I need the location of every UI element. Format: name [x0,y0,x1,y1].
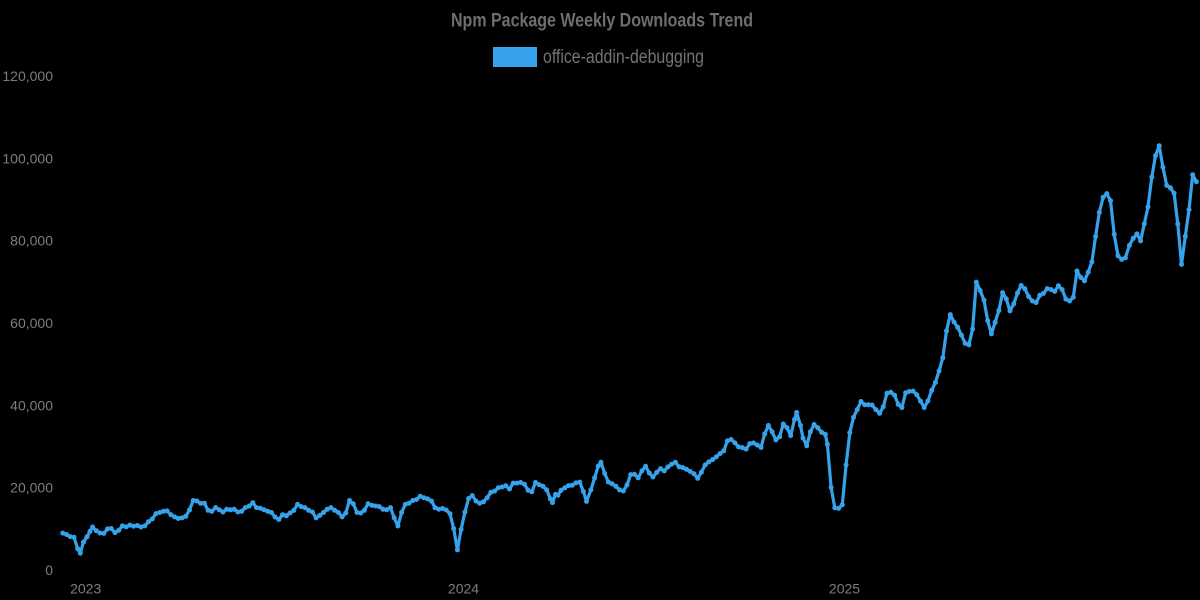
svg-text:2023: 2023 [70,581,101,597]
svg-text:office-addin-debugging: office-addin-debugging [543,47,704,68]
svg-text:20,000: 20,000 [10,480,53,496]
svg-text:60,000: 60,000 [10,315,53,331]
svg-text:2025: 2025 [829,581,860,597]
svg-text:80,000: 80,000 [10,233,53,249]
svg-text:120,000: 120,000 [2,68,53,84]
svg-text:2024: 2024 [448,581,479,597]
svg-text:100,000: 100,000 [2,150,53,166]
svg-text:40,000: 40,000 [10,397,53,413]
svg-text:0: 0 [45,562,53,578]
svg-text:Npm Package Weekly Downloads T: Npm Package Weekly Downloads Trend [451,11,753,32]
